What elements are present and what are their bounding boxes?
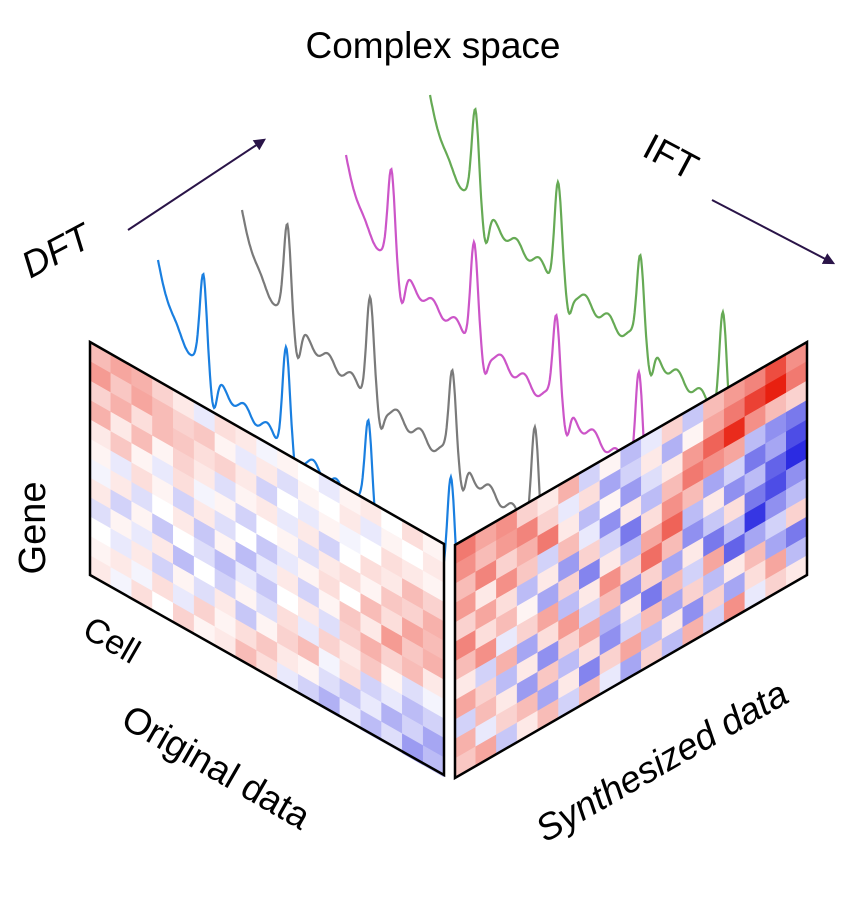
original-data-label: Original data: [115, 697, 318, 838]
wave-series-4: [428, 94, 761, 454]
original-data-frame: [88, 339, 446, 778]
ift-label: IFT: [637, 126, 705, 188]
synthesized-data-heatmap: [454, 341, 808, 779]
original-data-heatmap: [89, 341, 445, 778]
dft-label: DFT: [15, 215, 100, 286]
complex-space-title: Complex space: [305, 25, 560, 66]
cell-axis-label: Cell: [77, 609, 147, 671]
ift-arrow: [711, 199, 836, 265]
original-heatmap-cell: [422, 745, 445, 778]
synthesized-data-frame: [453, 339, 809, 781]
dft-arrow: [127, 138, 267, 231]
gene-axis-label: Gene: [12, 482, 54, 575]
